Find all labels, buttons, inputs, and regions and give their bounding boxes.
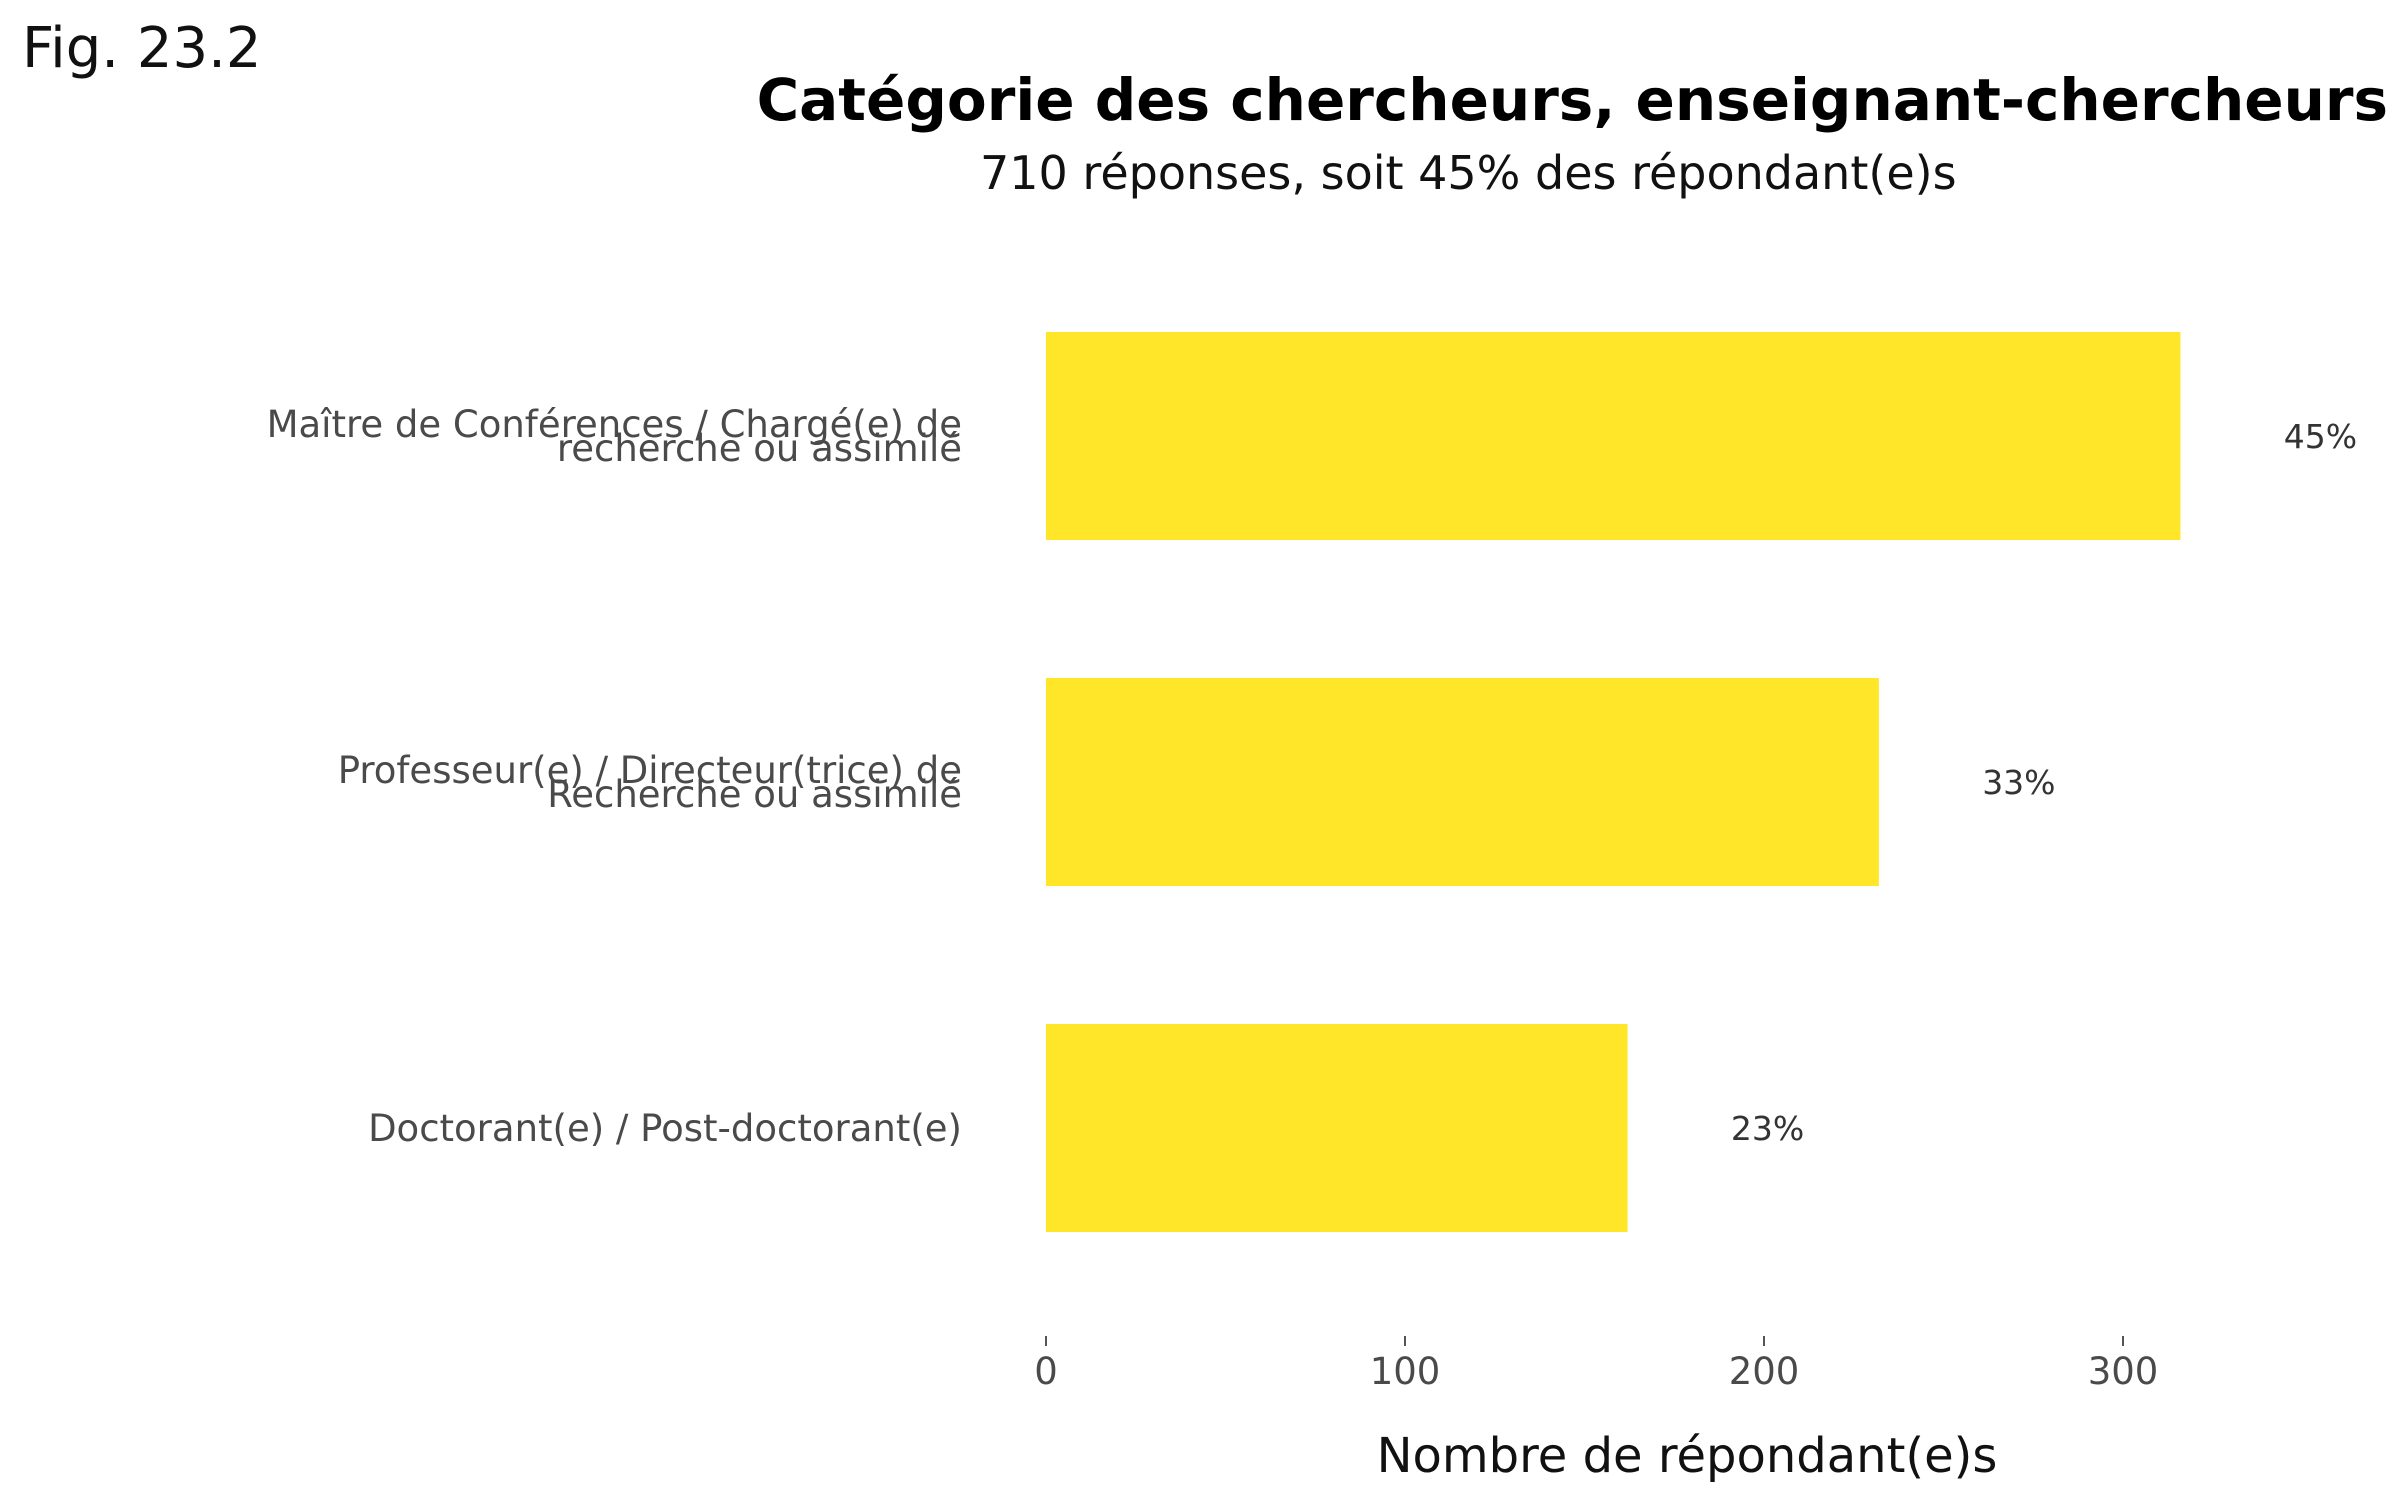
bar bbox=[1046, 332, 2181, 540]
chart-subtitle: 710 réponses, soit 45% des répondant(e)s bbox=[980, 146, 1957, 200]
x-tick-label: 200 bbox=[1729, 1350, 1800, 1393]
chart-title: Catégorie des chercheurs, enseignant-che… bbox=[756, 66, 2388, 134]
x-tick-label: 300 bbox=[2088, 1350, 2159, 1393]
bar bbox=[1046, 678, 1879, 886]
category-label: Maître de Conférences / Chargé(e) de rech… bbox=[267, 403, 962, 470]
data-label: 23% bbox=[1731, 1109, 1804, 1148]
data-label: 45% bbox=[2284, 417, 2357, 456]
category-label: Doctorant(e) / Post-doctorant(e) bbox=[368, 1107, 962, 1150]
category-label: Professeur(e) / Directeur(trice) de Reche… bbox=[338, 749, 962, 816]
data-label: 33% bbox=[1982, 763, 2055, 802]
x-tick-label: 100 bbox=[1370, 1350, 1441, 1393]
x-axis-title: Nombre de répondant(e)s bbox=[1377, 1428, 1998, 1484]
x-tick-label: 0 bbox=[1034, 1350, 1058, 1393]
bar bbox=[1046, 1024, 1628, 1232]
figure-label: Fig. 23.2 bbox=[22, 16, 262, 81]
